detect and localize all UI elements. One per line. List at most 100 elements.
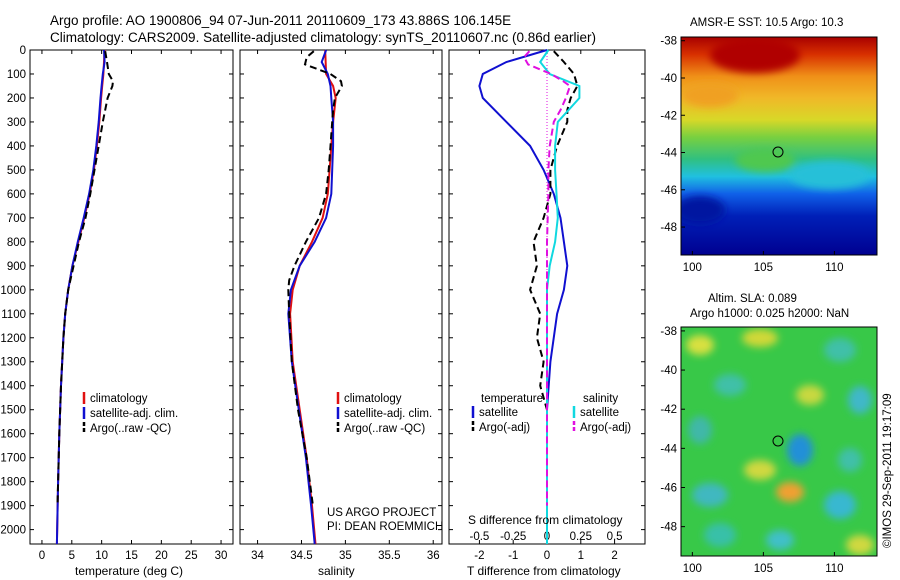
y-tick-label: 1200 xyxy=(0,333,26,345)
sla-anomaly-patch xyxy=(704,523,736,547)
x-tick-label: -1 xyxy=(508,550,518,562)
difference-top-label: S difference from climatology xyxy=(468,513,623,527)
argo-line xyxy=(56,51,115,506)
sla-map-frame xyxy=(680,326,878,557)
legend-satellite-label: satellite-adj. clim. xyxy=(90,408,178,420)
y-tick-label: 800 xyxy=(7,237,26,249)
salinity-panel: 34 34.5 35 35.5 36 salinity climatology sate… xyxy=(239,49,443,578)
y-tick-label: 1600 xyxy=(0,429,26,441)
map-x-tick-label: 100 xyxy=(683,563,702,575)
map-y-tick-label: -42 xyxy=(660,404,677,416)
map-x-tick-label: 105 xyxy=(754,262,773,274)
legend-argo-label: Argo(..raw -QC) xyxy=(90,423,171,435)
satellite-line xyxy=(55,49,106,545)
sla-map-field xyxy=(681,327,877,556)
legend-climatology-label: climatology xyxy=(344,393,402,405)
sst-argo-position-marker xyxy=(772,146,784,158)
temperature-panel: 0 5 10 15 20 25 300100200300400500600700800900… xyxy=(0,45,234,578)
salinity-axes-box xyxy=(239,49,443,545)
y-tick-label: 900 xyxy=(7,261,26,273)
map-y-tick-label: -46 xyxy=(660,482,677,494)
y-tick-label: 300 xyxy=(7,117,26,129)
x-tick-label: 20 xyxy=(155,550,168,562)
map-y-tick-label: -40 xyxy=(660,365,677,377)
sla-anomaly-patch xyxy=(848,386,872,414)
sla-anomaly-patch xyxy=(742,329,778,347)
project-note-line1: US ARGO PROJECT xyxy=(327,507,436,519)
map-y-tick-label: -40 xyxy=(660,73,677,85)
difference-panel: -2 -1 0 1 2-0.5 -0.25 0 0.25 0.5 S difference fr… xyxy=(448,49,646,578)
sal-argo-diff-line xyxy=(522,50,572,506)
y-tick-label: 1000 xyxy=(0,285,26,297)
salinity-legend: climatology satellite-adj. clim. Argo(..… xyxy=(336,392,432,435)
y-tick-label: 2000 xyxy=(0,525,26,537)
sla-anomaly-patch xyxy=(766,530,794,550)
x-tick-label: 5 xyxy=(69,550,75,562)
sst-green-patch xyxy=(735,148,795,172)
x-top-tick-label: 0.5 xyxy=(607,531,623,543)
map-y-tick-label: -48 xyxy=(660,522,677,534)
map-x-tick-label: 110 xyxy=(825,262,843,274)
x-tick-label: 34.5 xyxy=(290,550,312,562)
x-tick-label: 2 xyxy=(611,550,617,562)
map-x-tick-label: 110 xyxy=(825,563,843,575)
legend-argo-label: Argo(..raw -QC) xyxy=(344,423,425,435)
map-y-tick-label: -46 xyxy=(660,185,677,197)
y-tick-label: 1900 xyxy=(0,501,26,513)
sla-anomaly-patch xyxy=(796,385,824,405)
sst-warm-patch xyxy=(710,37,800,73)
legend-climatology-label: climatology xyxy=(90,393,148,405)
x-top-tick-label: -0.25 xyxy=(500,531,526,543)
x-tick-label: 25 xyxy=(185,550,198,562)
sla-anomaly-patch xyxy=(846,535,874,555)
sla-anomaly-patch xyxy=(838,448,862,472)
x-tick-label: 15 xyxy=(125,550,138,562)
sla-anomaly-patch xyxy=(714,374,746,396)
legend-satellite-label: satellite-adj. clim. xyxy=(344,408,432,420)
legend-sal-argo-label: Argo(-adj) xyxy=(580,422,631,434)
y-tick-label: 700 xyxy=(7,213,26,225)
y-tick-label: 100 xyxy=(7,69,26,81)
x-tick-label: 35 xyxy=(339,550,352,562)
x-tick-label: 0 xyxy=(544,550,550,562)
map-y-tick-label: -38 xyxy=(660,326,677,338)
argo-line xyxy=(287,50,343,506)
legend-header-salinity: salinity xyxy=(583,393,618,405)
sla-anomaly-patch xyxy=(824,338,856,362)
sla-anomaly-patch xyxy=(744,460,776,480)
x-tick-label: 30 xyxy=(215,550,228,562)
figure-title-line2: Climatology: CARS2009. Satellite-adjuste… xyxy=(50,30,596,45)
y-tick-label: 1400 xyxy=(0,381,26,393)
sla-anomaly-patch xyxy=(787,434,813,466)
sst-map-frame xyxy=(680,36,878,256)
map-y-tick-label: -42 xyxy=(660,110,677,122)
legend-temp-satellite-label: satellite xyxy=(479,407,518,419)
map-y-tick-label: -44 xyxy=(660,148,677,160)
climatology-line xyxy=(289,49,337,545)
map-y-tick-label: -44 xyxy=(660,443,677,455)
sla-anomaly-patch xyxy=(692,483,728,507)
imos-watermark: ©IMOS 29-Sep-2011 19:17:09 xyxy=(882,393,894,548)
map-y-tick-label: -48 xyxy=(660,222,677,234)
x-tick-label: 34 xyxy=(251,550,264,562)
difference-xlabel: T difference from climatology xyxy=(467,564,621,578)
sla-map-title-line2: Argo h1000: 0.025 h2000: NaN xyxy=(690,308,849,320)
map-x-tick-label: 105 xyxy=(754,563,773,575)
x-tick-label: 1 xyxy=(578,550,584,562)
x-tick-label: 0 xyxy=(39,550,45,562)
x-top-tick-label: -0.5 xyxy=(469,531,489,543)
difference-legend: temperature salinity satellite Argo(-adj… xyxy=(471,393,631,434)
y-tick-label: 600 xyxy=(7,189,26,201)
sst-map-title: AMSR-E SST: 10.5 Argo: 10.3 xyxy=(690,17,843,29)
x-tick-label: 10 xyxy=(95,550,108,562)
salinity-xlabel: salinity xyxy=(318,564,355,578)
y-tick-label: 1500 xyxy=(0,405,26,417)
temperature-legend: climatology satellite-adj. clim. Argo(..… xyxy=(82,392,178,435)
sla-anomaly-patch xyxy=(688,416,712,444)
y-tick-label: 200 xyxy=(7,93,26,105)
x-top-tick-label: 0.25 xyxy=(570,531,592,543)
sla-anomaly-patch xyxy=(686,335,714,355)
sla-anomaly-patch xyxy=(776,482,804,502)
legend-sal-satellite-label: satellite xyxy=(580,407,619,419)
